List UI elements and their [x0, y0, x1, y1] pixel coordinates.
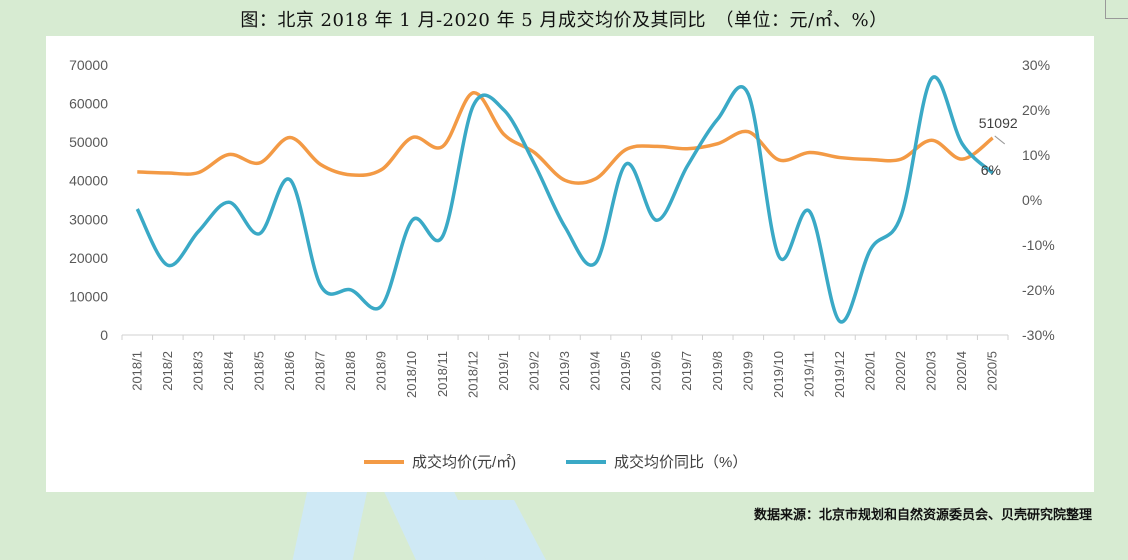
left-tick-label: 50000	[69, 134, 108, 150]
chart-title: 图：北京 2018 年 1 月-2020 年 5 月成交均价及其同比 （单位：元…	[240, 10, 888, 31]
corner-frame	[1105, 0, 1128, 19]
right-tick-label: 10%	[1022, 147, 1050, 163]
series-price-line	[137, 91, 994, 185]
left-tick-label: 30000	[69, 211, 108, 227]
x-tick-label: 2018/2	[160, 351, 175, 391]
x-tick-label: 2019/2	[526, 351, 541, 391]
x-tick-label: 2018/1	[129, 351, 144, 391]
left-tick-label: 40000	[69, 173, 108, 189]
left-tick-label: 70000	[69, 57, 108, 73]
x-tick-label: 2018/9	[374, 351, 389, 391]
x-tick-label: 2019/10	[771, 351, 786, 398]
x-tick-label: 2018/5	[251, 351, 266, 391]
line-chart: 0 10000 20000 30000 40000 50000 60000 70000 -30%…	[69, 57, 1055, 471]
right-tick-label: 30%	[1022, 57, 1050, 73]
x-tick-label: 2019/4	[588, 351, 603, 391]
x-tick-label: 2018/12	[465, 351, 480, 398]
price-last-label: 51092	[979, 115, 1018, 131]
data-source-note: 数据来源：北京市规划和自然资源委员会、贝壳研究院整理	[753, 508, 1092, 523]
background-decoration	[292, 490, 368, 560]
x-tick-label: 2018/4	[221, 351, 236, 391]
right-tick-label: -30%	[1022, 327, 1055, 343]
x-tick-label: 2018/6	[282, 351, 297, 391]
x-tick-label: 2018/7	[313, 351, 328, 391]
left-tick-label: 0	[100, 327, 108, 343]
right-tick-label: 20%	[1022, 102, 1050, 118]
left-tick-label: 60000	[69, 96, 108, 112]
x-tick-label: 2018/11	[435, 351, 450, 397]
x-tick-label: 2020/3	[924, 351, 939, 391]
x-tick-label: 2020/2	[893, 351, 908, 391]
left-tick-label: 20000	[69, 250, 108, 266]
x-tick-label: 2019/3	[557, 351, 572, 391]
right-tick-label: -20%	[1022, 282, 1055, 298]
yoy-last-label: 6%	[981, 162, 1001, 178]
x-tick-label: 2020/4	[954, 351, 969, 391]
x-tick-label: 2018/3	[190, 351, 205, 391]
legend-label-price: 成交均价(元/㎡)	[412, 453, 516, 471]
series-yoy-line	[135, 75, 994, 324]
x-tick-label: 2020/1	[863, 351, 878, 391]
price-label-leader	[994, 135, 1006, 145]
x-tick-label: 2018/8	[343, 351, 358, 391]
x-tick-label: 2019/12	[832, 351, 847, 398]
x-tick-label: 2020/5	[985, 351, 1000, 391]
legend-label-yoy: 成交均价同比（%）	[614, 453, 747, 471]
chart-panel: 0 10000 20000 30000 40000 50000 60000 70000 -30%…	[46, 36, 1094, 492]
right-tick-label: -10%	[1022, 237, 1055, 253]
x-tick-label: 2019/5	[618, 351, 633, 391]
x-tick-label: 2019/8	[710, 351, 725, 391]
right-tick-label: 0%	[1022, 192, 1042, 208]
x-tick-label: 2019/9	[740, 351, 755, 391]
x-tick-label: 2019/11	[801, 351, 816, 397]
x-tick-label: 2019/7	[679, 351, 694, 391]
x-tick-label: 2019/1	[496, 351, 511, 391]
x-tick-label: 2019/6	[649, 351, 664, 391]
left-tick-label: 10000	[69, 288, 108, 304]
x-tick-label: 2018/10	[404, 351, 419, 398]
